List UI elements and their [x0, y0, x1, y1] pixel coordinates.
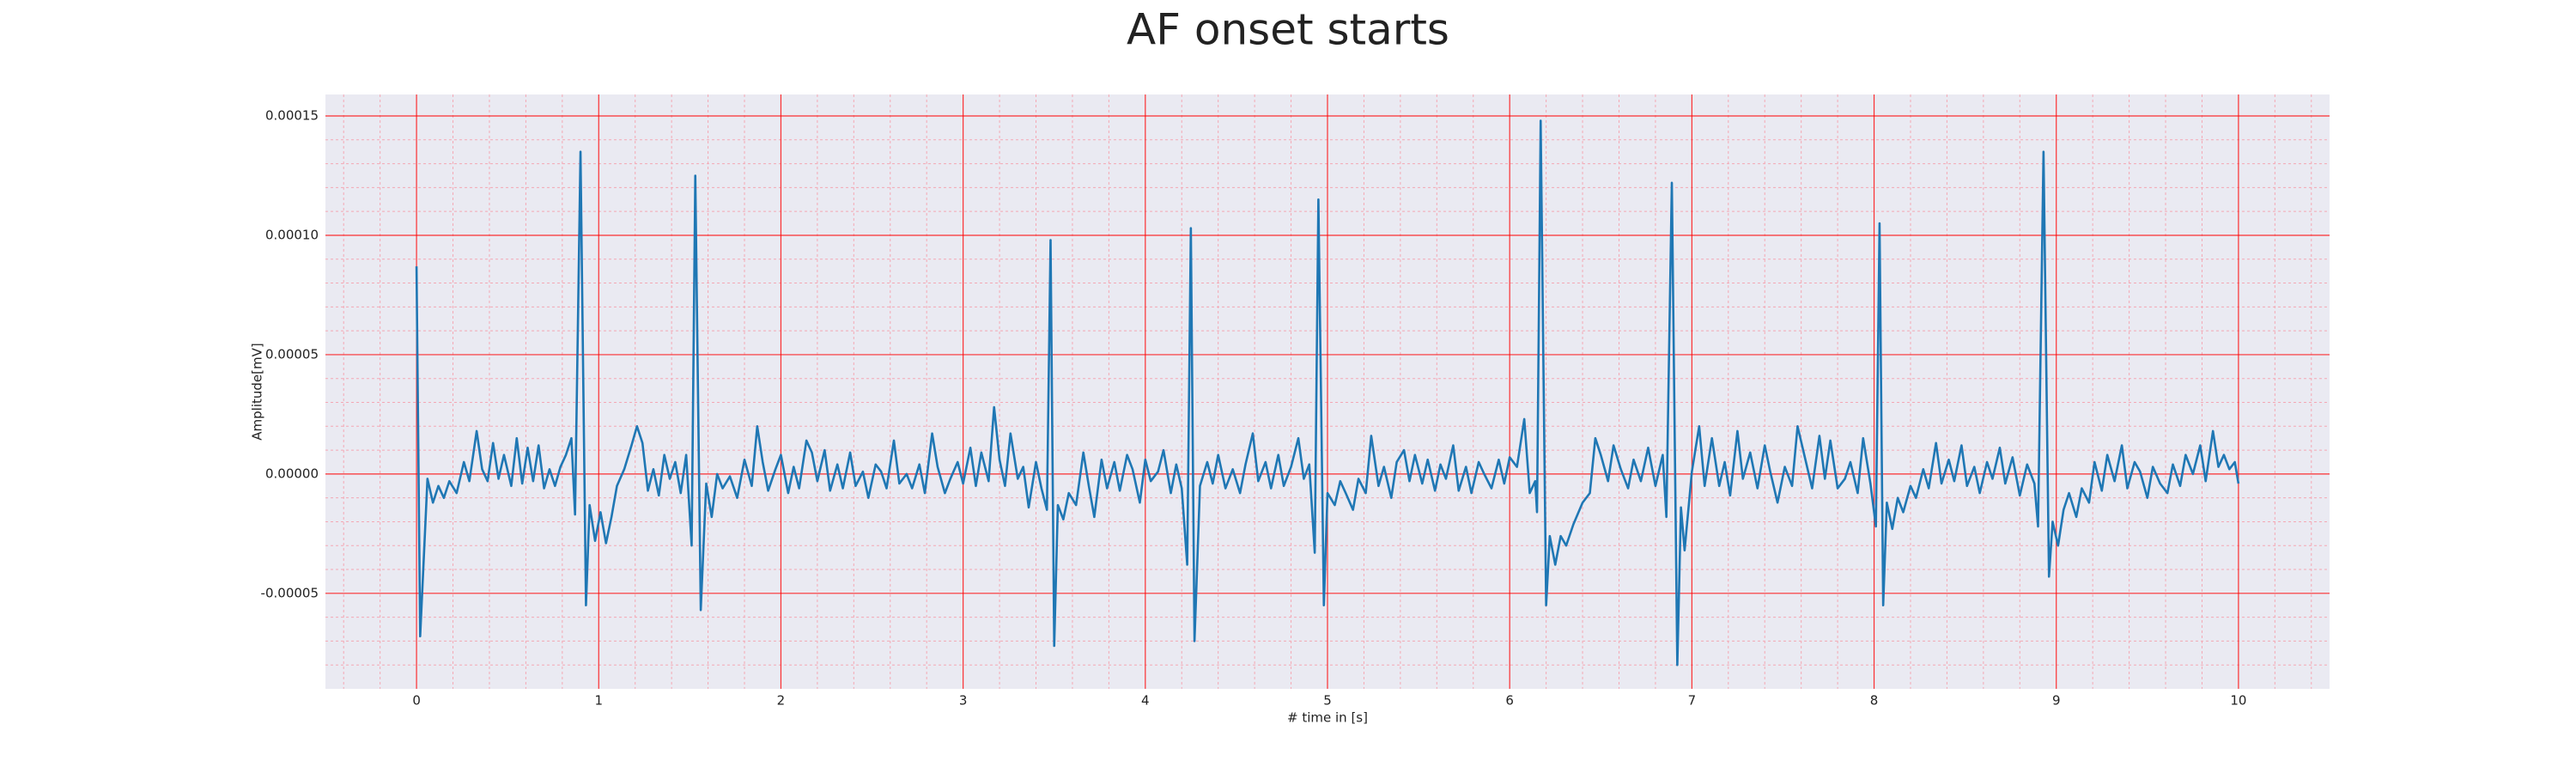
x-tick-label: 2	[777, 693, 786, 709]
y-tick-label: 0.00005	[265, 346, 319, 362]
y-tick-label: 0.00000	[265, 466, 319, 481]
chart-title: AF onset starts	[1127, 5, 1449, 55]
signal-line	[415, 119, 2240, 666]
x-tick-label: 3	[959, 693, 968, 709]
y-tick-label: 0.00015	[265, 108, 319, 124]
x-tick-label: 0	[412, 693, 421, 709]
x-tick-label: 1	[594, 693, 603, 709]
y-tick-label: 0.00010	[265, 227, 319, 242]
x-tick-label: 6	[1505, 693, 1514, 709]
x-tick-label: 7	[1688, 693, 1697, 709]
y-tick-label: -0.00005	[261, 585, 319, 600]
x-tick-label: 10	[2230, 693, 2246, 709]
x-axis-label: # time in [s]	[1287, 710, 1368, 726]
x-tick-label: 4	[1141, 693, 1150, 709]
plot-area	[325, 94, 2330, 689]
y-axis-label: Amplitude[mV]	[250, 343, 265, 440]
x-tick-label: 9	[2052, 693, 2061, 709]
x-tick-label: 8	[1870, 693, 1879, 709]
x-tick-label: 5	[1323, 693, 1332, 709]
